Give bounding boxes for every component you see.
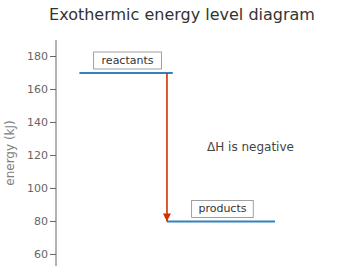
svg-text:products: products	[198, 202, 246, 215]
svg-text:160: 160	[27, 83, 48, 96]
svg-text:ΔH is negative: ΔH is negative	[207, 140, 294, 154]
svg-text:60: 60	[34, 248, 48, 261]
svg-text:reactants: reactants	[102, 54, 154, 67]
svg-text:140: 140	[27, 116, 48, 129]
svg-text:100: 100	[27, 182, 48, 195]
svg-text:120: 120	[27, 149, 48, 162]
svg-text:energy (kJ): energy (kJ)	[8, 120, 17, 185]
html-text:Exothermic energy level diagra: Exothermic energy level diagram	[49, 5, 315, 24]
svg-text:80: 80	[34, 215, 48, 228]
svg-text:180: 180	[27, 50, 48, 63]
